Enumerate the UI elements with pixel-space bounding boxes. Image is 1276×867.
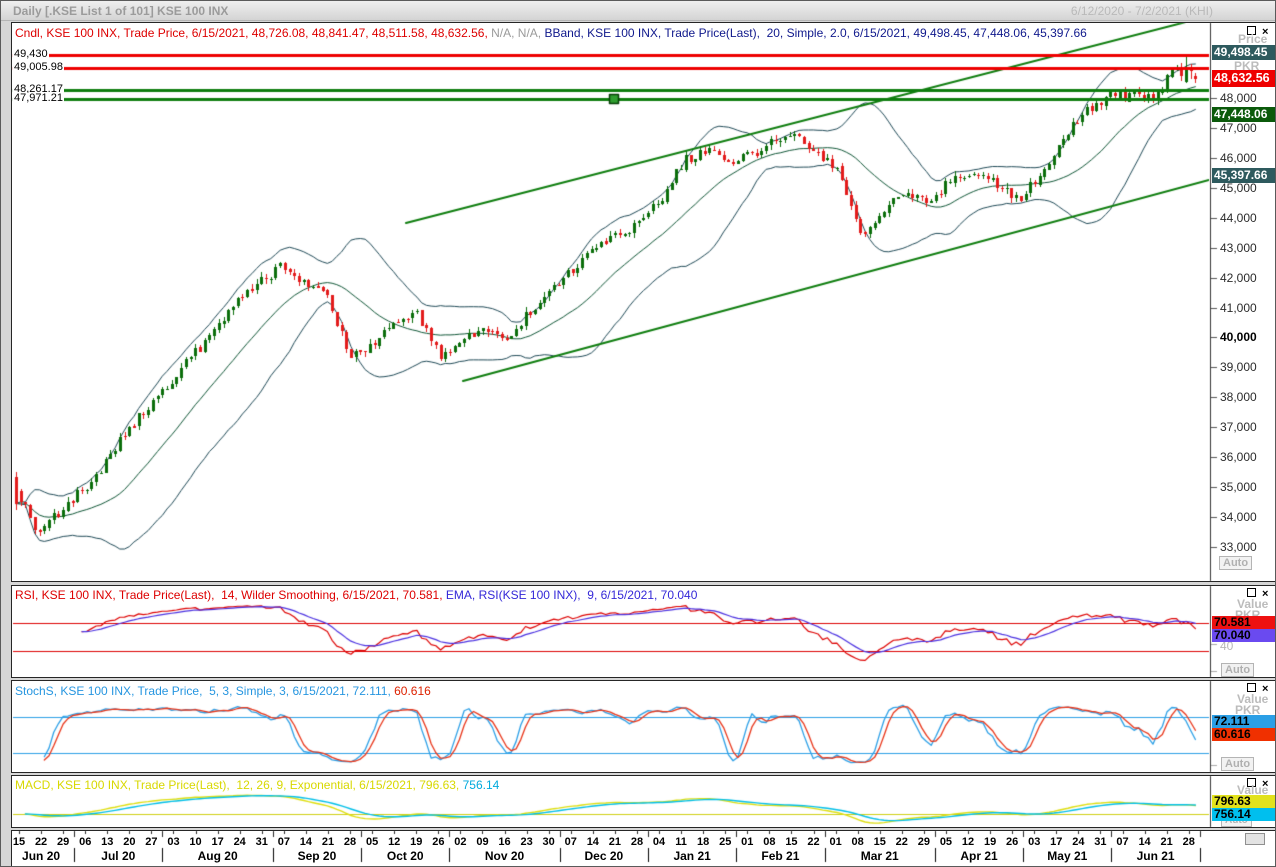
price-axis-auto-button[interactable]: Auto — [1219, 556, 1253, 570]
axis-corner-box[interactable] — [1245, 833, 1265, 845]
stoch-axis-auto-button[interactable]: Auto — [1221, 757, 1255, 771]
rsi-axis-auto-button[interactable]: Auto — [1221, 663, 1255, 677]
macd-axis-auto-button[interactable]: Auto — [1221, 815, 1252, 827]
